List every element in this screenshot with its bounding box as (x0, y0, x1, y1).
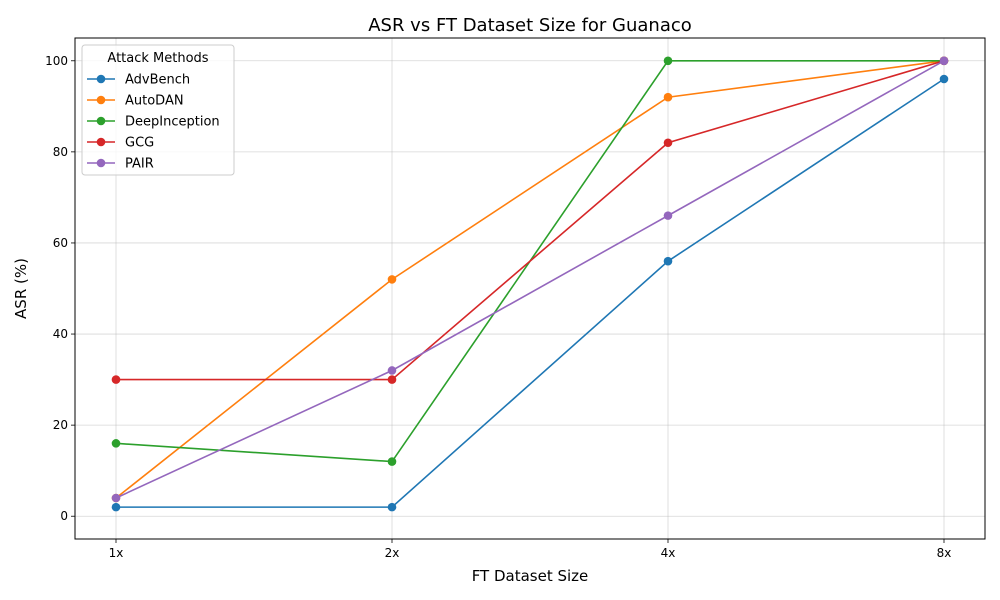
series-advbench (111, 74, 949, 512)
data-point (387, 275, 397, 284)
series-line (116, 78, 945, 508)
data-point (387, 375, 397, 384)
series-line (115, 60, 945, 499)
x-tick-label: 1x (109, 546, 124, 560)
legend-item-pair: PAIR (87, 157, 154, 172)
x-axis-ticks: 1x 2x 4x 8x (109, 539, 952, 560)
x-axis-title: FT Dataset Size (472, 567, 589, 585)
data-point (939, 56, 949, 66)
y-tick-label: 20 (53, 418, 68, 432)
legend-marker (96, 95, 106, 105)
data-point (111, 439, 121, 448)
legend-label: AdvBench (125, 73, 190, 88)
data-point (387, 366, 397, 375)
data-point (663, 138, 673, 148)
legend-marker (96, 74, 106, 84)
y-tick-label: 0 (60, 509, 68, 523)
legend-item-advbench: AdvBench (87, 73, 190, 88)
y-tick-label: 40 (53, 327, 68, 341)
series-pair (111, 56, 949, 503)
legend-label: PAIR (125, 157, 154, 172)
legend-item-deepinception: DeepInception (87, 115, 220, 130)
legend-marker (96, 137, 106, 147)
legend-label: AutoDAN (125, 94, 184, 109)
x-tick-label: 2x (385, 546, 400, 560)
data-point (663, 211, 673, 220)
legend-label: DeepInception (125, 115, 220, 130)
data-point (387, 502, 397, 512)
data-point (663, 256, 673, 266)
data-point (111, 493, 121, 503)
legend-marker (96, 158, 106, 168)
legend-item-gcg: GCG (87, 136, 154, 151)
legend-items: AdvBench AutoDAN DeepInception GCG PAIR (87, 73, 220, 172)
data-point (663, 92, 673, 102)
series-line (115, 59, 945, 499)
legend-item-autodan: AutoDAN (87, 94, 184, 109)
data-point (111, 502, 121, 512)
series-line (116, 60, 945, 381)
legend-title: Attack Methods (107, 51, 208, 66)
x-tick-label: 4x (661, 546, 676, 560)
y-tick-label: 80 (53, 145, 68, 159)
chart-title: ASR vs FT Dataset Size for Guanaco (368, 15, 692, 36)
series-layer (111, 56, 949, 512)
y-tick-label: 100 (45, 54, 68, 68)
series-autodan (111, 56, 949, 503)
y-axis-ticks: 0 20 40 60 80 100 (45, 54, 75, 523)
y-tick-label: 60 (53, 236, 68, 250)
plot-area-frame (74, 37, 986, 540)
legend-box (81, 44, 235, 176)
legend-marker (96, 116, 106, 126)
legend: Attack Methods AdvBench AutoDAN DeepIncept… (81, 44, 235, 176)
data-point (111, 375, 121, 384)
y-axis-title: ASR (%) (12, 258, 30, 319)
data-point (663, 56, 673, 66)
data-point (939, 74, 949, 84)
x-tick-label: 8x (937, 546, 952, 560)
series-gcg (111, 56, 949, 384)
data-point (387, 457, 397, 466)
legend-label: GCG (125, 136, 154, 151)
